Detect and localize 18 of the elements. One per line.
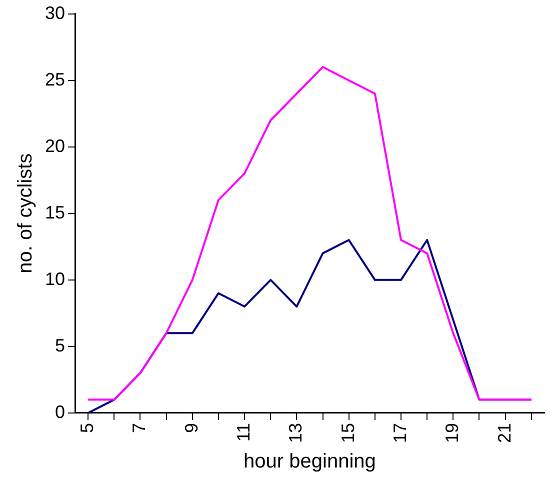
x-tick-label: 11: [234, 422, 254, 442]
y-axis-title: no. of cyclists: [14, 153, 37, 274]
y-tick-label: 10: [44, 268, 66, 289]
x-tick-label: 19: [442, 422, 462, 444]
y-tick-label: 25: [44, 69, 66, 90]
x-tick-label: 5: [77, 422, 98, 433]
x-tick-label: 15: [338, 422, 358, 444]
x-tick-label: 13: [286, 422, 306, 444]
y-tick-label: 20: [44, 136, 66, 156]
x-tick-label: 17: [390, 422, 410, 444]
y-tick-label: 15: [44, 202, 66, 222]
y-tick-label: 30: [44, 2, 66, 23]
x-tick-label: 9: [181, 422, 202, 433]
x-tick-label: 21: [494, 422, 514, 444]
x-axis-title: hour beginning: [244, 450, 376, 473]
x-tick-label: 7: [129, 422, 150, 433]
y-tick-label: 5: [55, 335, 66, 356]
y-tick-label: 0: [55, 402, 66, 422]
